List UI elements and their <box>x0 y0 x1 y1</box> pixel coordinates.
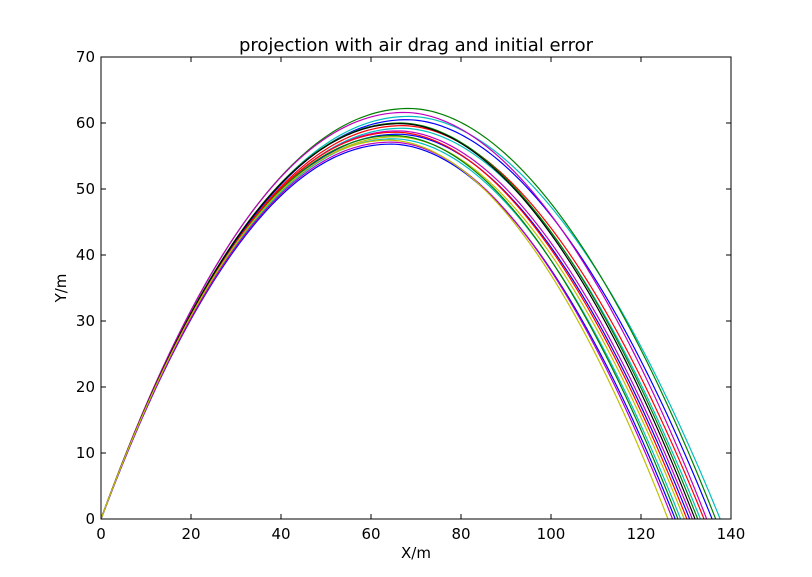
y-tick-label-40: 40 <box>76 246 95 264</box>
x-axis-label: X/m <box>401 544 431 562</box>
trajectory-line-16 <box>100 141 674 520</box>
x-tick-label-100: 100 <box>537 525 566 543</box>
trajectory-line-10 <box>100 133 691 520</box>
x-tick-label-140: 140 <box>717 525 746 543</box>
trajectory-line-15 <box>100 143 676 520</box>
x-tick-label-120: 120 <box>627 525 656 543</box>
chart-title: projection with air drag and initial err… <box>239 35 594 56</box>
trajectory-line-6 <box>100 127 701 520</box>
trajectory-line-9 <box>100 130 693 520</box>
trajectory-line-4 <box>100 111 708 520</box>
y-tick-label-0: 0 <box>85 510 95 528</box>
y-tick-label-70: 70 <box>76 48 95 66</box>
trajectory-line-11 <box>100 131 688 520</box>
x-tick-label-80: 80 <box>451 525 470 543</box>
trajectory-line-8 <box>100 123 696 520</box>
y-tick-label-10: 10 <box>76 444 95 462</box>
x-tick-label-20: 20 <box>181 525 200 543</box>
tick-layer: 0 20 40 60 80 100 120 140 0 10 20 30 40 50 60 70 <box>76 48 745 543</box>
x-tick-label-60: 60 <box>361 525 380 543</box>
trajectory-line-13 <box>100 138 682 520</box>
y-tick-label-20: 20 <box>76 378 95 396</box>
series-layer <box>100 107 721 520</box>
trajectory-line-5 <box>100 125 705 520</box>
x-tick-label-40: 40 <box>271 525 290 543</box>
trajectory-line-1 <box>100 115 721 520</box>
trajectory-line-14 <box>100 134 679 520</box>
trajectory-line-17 <box>100 139 669 520</box>
y-tick-label-60: 60 <box>76 114 95 132</box>
y-axis-label: Y/m <box>52 274 70 304</box>
trajectory-line-12 <box>100 136 685 520</box>
trajectory-line-3 <box>100 119 713 520</box>
x-tick-label-0: 0 <box>96 525 106 543</box>
y-tick-label-30: 30 <box>76 312 95 330</box>
plot-frame <box>100 56 732 520</box>
y-tick-label-50: 50 <box>76 180 95 198</box>
